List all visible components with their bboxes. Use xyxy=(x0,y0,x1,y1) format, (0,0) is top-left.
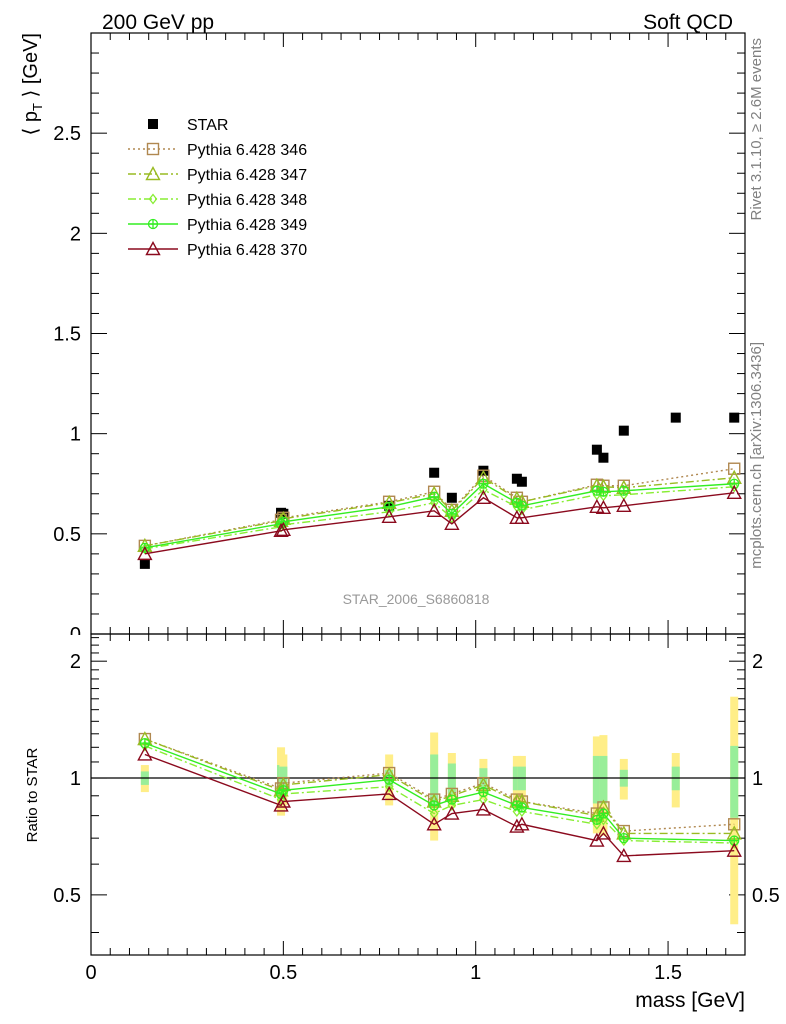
ratio-y-tick-label-right: 2 xyxy=(752,651,763,673)
stat-band xyxy=(430,754,439,806)
star-point xyxy=(729,412,740,423)
series-line-ratio-1 xyxy=(144,738,735,835)
series-marker-ratio-4 xyxy=(595,825,612,840)
series-marker-ratio-2 xyxy=(384,781,394,793)
series-line-ratio-2 xyxy=(144,745,735,844)
main-y-tick-label: 1 xyxy=(70,424,81,446)
series-marker-main-3 xyxy=(729,481,739,493)
ratio-y-tick-label-left: 2 xyxy=(70,651,81,673)
legend-label: Pythia 6.428 346 xyxy=(187,142,307,159)
series-marker-ratio-4 xyxy=(426,816,442,831)
legend-marker xyxy=(145,166,161,181)
stat-band xyxy=(599,755,608,804)
series-marker-ratio-4 xyxy=(381,785,397,801)
legend-marker-star xyxy=(148,119,158,129)
ylabel-close: ⟩ [GeV] xyxy=(20,33,42,103)
star-point xyxy=(511,473,522,484)
x-tick-label: 0 xyxy=(85,962,96,984)
series-marker-main-3 xyxy=(447,512,457,524)
star-point xyxy=(429,467,440,478)
series-marker-ratio-4 xyxy=(444,805,460,820)
series-line-ratio-0 xyxy=(144,738,735,832)
star-point xyxy=(598,452,609,463)
series-marker-ratio-0 xyxy=(728,818,741,831)
stat-band xyxy=(592,755,601,804)
legend-label: Pythia 6.428 348 xyxy=(187,192,307,209)
star-point xyxy=(670,412,681,423)
x-tick-label: 1 xyxy=(470,962,481,984)
legend-marker xyxy=(145,241,161,256)
ylabel-open: ⟨ p xyxy=(20,111,42,135)
side-label-mcplots: mcplots.cern.ch [arXiv:1306.3436] xyxy=(748,342,765,569)
watermark: STAR_2006_S6860818 xyxy=(343,591,490,607)
series-marker-ratio-2 xyxy=(592,818,602,830)
main-y-tick-label: 1.5 xyxy=(53,324,81,346)
series-line-main-2 xyxy=(144,476,735,547)
series-marker-ratio-2 xyxy=(619,835,629,847)
series-line-ratio-4 xyxy=(144,753,735,857)
series-marker-ratio-4 xyxy=(509,818,525,833)
series-marker-main-3 xyxy=(517,504,527,516)
ratio-y-tick-label-right: 1 xyxy=(752,768,763,790)
ratio-y-tick-label-left: 0.5 xyxy=(53,885,81,907)
legend: STAR Pythia 6.428 346 Pythia 6.428 347 Pyth… xyxy=(128,117,307,259)
series-marker-ratio-4 xyxy=(475,801,492,816)
series-marker-main-5 xyxy=(444,515,460,531)
series-marker-ratio-4 xyxy=(726,842,742,857)
ratio-panel: 0 0.5 1 1.5 0.5 0.5 1 1 2 2 xyxy=(53,633,780,984)
series-marker-main-5 xyxy=(137,545,153,561)
ratio-y-tick-label-right: 0.5 xyxy=(752,885,780,907)
series-marker-ratio-4 xyxy=(514,816,530,831)
series-marker-main-5 xyxy=(381,508,397,524)
ratio-xlabel: mass [GeV] xyxy=(635,989,745,1012)
x-tick-label: 1.5 xyxy=(654,962,682,984)
legend-label: Pythia 6.428 349 xyxy=(187,217,307,234)
header-right: Soft QCD xyxy=(643,11,733,34)
star-point xyxy=(139,558,150,569)
ylabel-sub: T xyxy=(30,103,45,111)
series-marker-main-5 xyxy=(426,502,442,517)
series-marker-main-5 xyxy=(616,497,632,512)
ratio-y-tick-label-left: 1 xyxy=(70,768,81,790)
ratio-ylabel: Ratio to STAR xyxy=(24,747,41,842)
series-line-ratio-3 xyxy=(144,742,735,842)
main-y-tick-label: 2.5 xyxy=(53,123,81,145)
stat-band xyxy=(730,745,739,818)
series-marker-ratio-2 xyxy=(729,837,739,849)
star-point xyxy=(591,444,602,455)
series-marker-ratio-4 xyxy=(589,832,605,847)
legend-marker xyxy=(148,193,158,205)
series-marker-main-1 xyxy=(728,462,741,475)
main-y-tick-label: 2 xyxy=(70,223,81,245)
series-marker-ratio-4 xyxy=(137,746,153,761)
series-marker-main-5 xyxy=(595,499,612,514)
star-point xyxy=(618,425,629,436)
ratio-frame xyxy=(90,633,746,956)
series-marker-main-5 xyxy=(475,489,492,504)
main-data-layer xyxy=(137,412,742,569)
main-y-tick-label: 0.5 xyxy=(53,524,81,546)
main-ylabel: ⟨ pT ⟩ [GeV] xyxy=(20,33,45,136)
series-marker-main-5 xyxy=(275,521,292,537)
series-marker-main-5 xyxy=(273,522,289,538)
legend-label: Pythia 6.428 347 xyxy=(187,167,307,184)
series-marker-main-5 xyxy=(726,484,742,499)
series-marker-main-5 xyxy=(514,509,530,525)
star-point xyxy=(516,476,527,487)
legend-label: Pythia 6.428 370 xyxy=(187,242,307,259)
legend-marker xyxy=(146,142,160,156)
stat-band xyxy=(447,763,456,794)
star-point xyxy=(446,492,457,503)
series-marker-ratio-4 xyxy=(275,793,292,808)
zero-label-mask xyxy=(60,635,90,649)
series-marker-ratio-4 xyxy=(616,847,632,863)
ratio-data-layer xyxy=(91,696,745,925)
side-label-rivet: Rivet 3.1.10, ≥ 2.6M events xyxy=(748,38,765,221)
series-marker-ratio-2 xyxy=(517,805,527,818)
x-tick-label: 0.5 xyxy=(269,962,297,984)
header-left: 200 GeV pp xyxy=(102,11,214,34)
legend-label: STAR xyxy=(187,117,228,134)
